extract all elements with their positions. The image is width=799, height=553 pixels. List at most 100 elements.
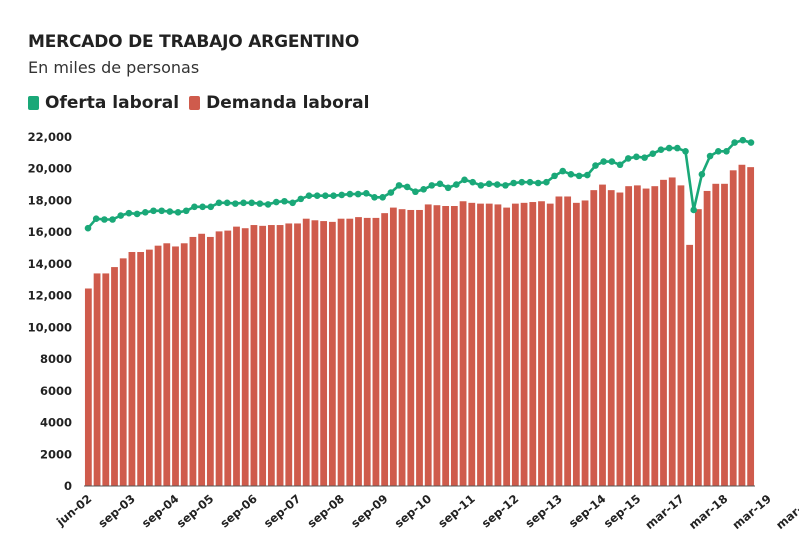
point-oferta bbox=[297, 195, 305, 203]
x-tick-label: sep-13 bbox=[522, 492, 564, 531]
point-oferta bbox=[232, 200, 239, 207]
bar-demanda bbox=[668, 177, 676, 486]
bar-demanda bbox=[625, 186, 633, 486]
point-oferta bbox=[624, 155, 632, 162]
bar-demanda bbox=[694, 209, 702, 486]
point-oferta bbox=[281, 197, 288, 205]
point-oferta bbox=[731, 139, 738, 146]
chart-title: MERCADO DE TRABAJO ARGENTINO bbox=[28, 32, 360, 52]
point-oferta bbox=[551, 172, 558, 180]
y-tick-label: 20,000 bbox=[28, 162, 72, 176]
point-oferta bbox=[174, 209, 182, 216]
point-oferta bbox=[469, 178, 477, 186]
point-oferta bbox=[657, 146, 665, 153]
bar-demanda bbox=[119, 258, 127, 486]
bar-demanda bbox=[215, 231, 223, 486]
point-oferta bbox=[453, 181, 460, 188]
point-oferta bbox=[665, 144, 673, 152]
bar-demanda bbox=[503, 207, 511, 486]
bar-demanda bbox=[84, 288, 92, 486]
chart-subtitle: En miles de personas bbox=[28, 58, 200, 77]
x-tick-label: sep-05 bbox=[174, 492, 216, 531]
bar-demanda bbox=[677, 185, 685, 486]
point-oferta bbox=[322, 192, 329, 199]
x-tick-label: sep-11 bbox=[435, 492, 477, 531]
point-oferta bbox=[502, 182, 509, 189]
line-oferta-path bbox=[87, 138, 752, 230]
point-oferta bbox=[518, 178, 526, 186]
bar-demanda bbox=[407, 209, 415, 487]
point-oferta bbox=[158, 207, 165, 215]
point-oferta bbox=[616, 161, 624, 169]
bar-demanda bbox=[590, 190, 598, 486]
point-oferta bbox=[199, 203, 206, 211]
bar-demanda bbox=[633, 185, 641, 486]
x-tick-label: sep-04 bbox=[139, 492, 181, 531]
x-tick-label: mar-19 bbox=[730, 492, 774, 532]
bar-demanda bbox=[468, 202, 476, 486]
point-oferta bbox=[682, 147, 689, 155]
bar-demanda bbox=[372, 217, 380, 486]
point-oferta bbox=[420, 186, 427, 193]
point-oferta bbox=[362, 190, 370, 197]
bar-demanda bbox=[538, 201, 545, 486]
x-tick-label: sep-08 bbox=[305, 492, 347, 531]
point-oferta bbox=[649, 150, 657, 157]
bar-demanda bbox=[450, 206, 458, 486]
bar-demanda bbox=[660, 179, 667, 486]
bar-demanda bbox=[276, 225, 284, 486]
point-oferta bbox=[592, 162, 599, 169]
bar-demanda bbox=[180, 243, 188, 486]
point-oferta bbox=[567, 170, 575, 178]
bar-demanda bbox=[250, 225, 258, 486]
point-oferta bbox=[747, 139, 755, 146]
point-oferta bbox=[166, 208, 174, 215]
bar-demanda bbox=[328, 221, 336, 486]
point-oferta bbox=[387, 189, 395, 196]
bar-demanda bbox=[712, 183, 720, 486]
x-tick-label: sep-12 bbox=[479, 492, 521, 531]
bar-demanda bbox=[259, 225, 267, 486]
point-oferta bbox=[403, 183, 411, 191]
bar-demanda bbox=[355, 217, 362, 486]
point-oferta bbox=[133, 210, 141, 218]
point-oferta bbox=[182, 207, 190, 215]
point-oferta bbox=[141, 209, 149, 216]
point-oferta bbox=[690, 206, 698, 214]
point-oferta bbox=[264, 201, 272, 208]
point-oferta bbox=[633, 153, 640, 161]
bar-demanda bbox=[346, 218, 354, 486]
bar-demanda bbox=[642, 188, 650, 486]
bar-demanda bbox=[389, 207, 397, 486]
point-oferta bbox=[485, 180, 493, 188]
bar-demanda bbox=[398, 209, 406, 486]
bar-demanda bbox=[424, 204, 432, 486]
legend-item-demanda: Demanda laboral bbox=[189, 93, 369, 113]
bar-demanda bbox=[651, 186, 659, 486]
point-oferta bbox=[428, 182, 436, 189]
point-oferta bbox=[395, 182, 403, 189]
bar-demanda bbox=[564, 196, 572, 486]
x-tick-label: jun-02 bbox=[53, 492, 94, 530]
bar-demanda bbox=[381, 213, 389, 487]
bar-demanda bbox=[433, 205, 441, 487]
bar-demanda bbox=[520, 202, 528, 486]
bar-demanda bbox=[294, 223, 301, 486]
point-oferta bbox=[150, 207, 157, 215]
point-oferta bbox=[313, 192, 321, 199]
point-oferta bbox=[723, 147, 730, 155]
bar-demanda bbox=[93, 273, 101, 486]
bar-demanda bbox=[128, 252, 136, 486]
bar-demanda bbox=[206, 236, 214, 486]
bar-demanda bbox=[172, 246, 179, 486]
y-tick-label: 4000 bbox=[40, 416, 72, 430]
bar-demanda bbox=[738, 164, 746, 487]
bar-demanda bbox=[616, 192, 624, 487]
point-oferta bbox=[240, 199, 247, 207]
point-oferta bbox=[272, 198, 280, 206]
x-tick-label: sep-15 bbox=[601, 492, 643, 531]
point-oferta bbox=[575, 172, 583, 180]
point-oferta bbox=[305, 192, 313, 199]
bar-demanda bbox=[163, 243, 171, 486]
legend: Oferta laboral Demanda laboral bbox=[28, 93, 379, 113]
